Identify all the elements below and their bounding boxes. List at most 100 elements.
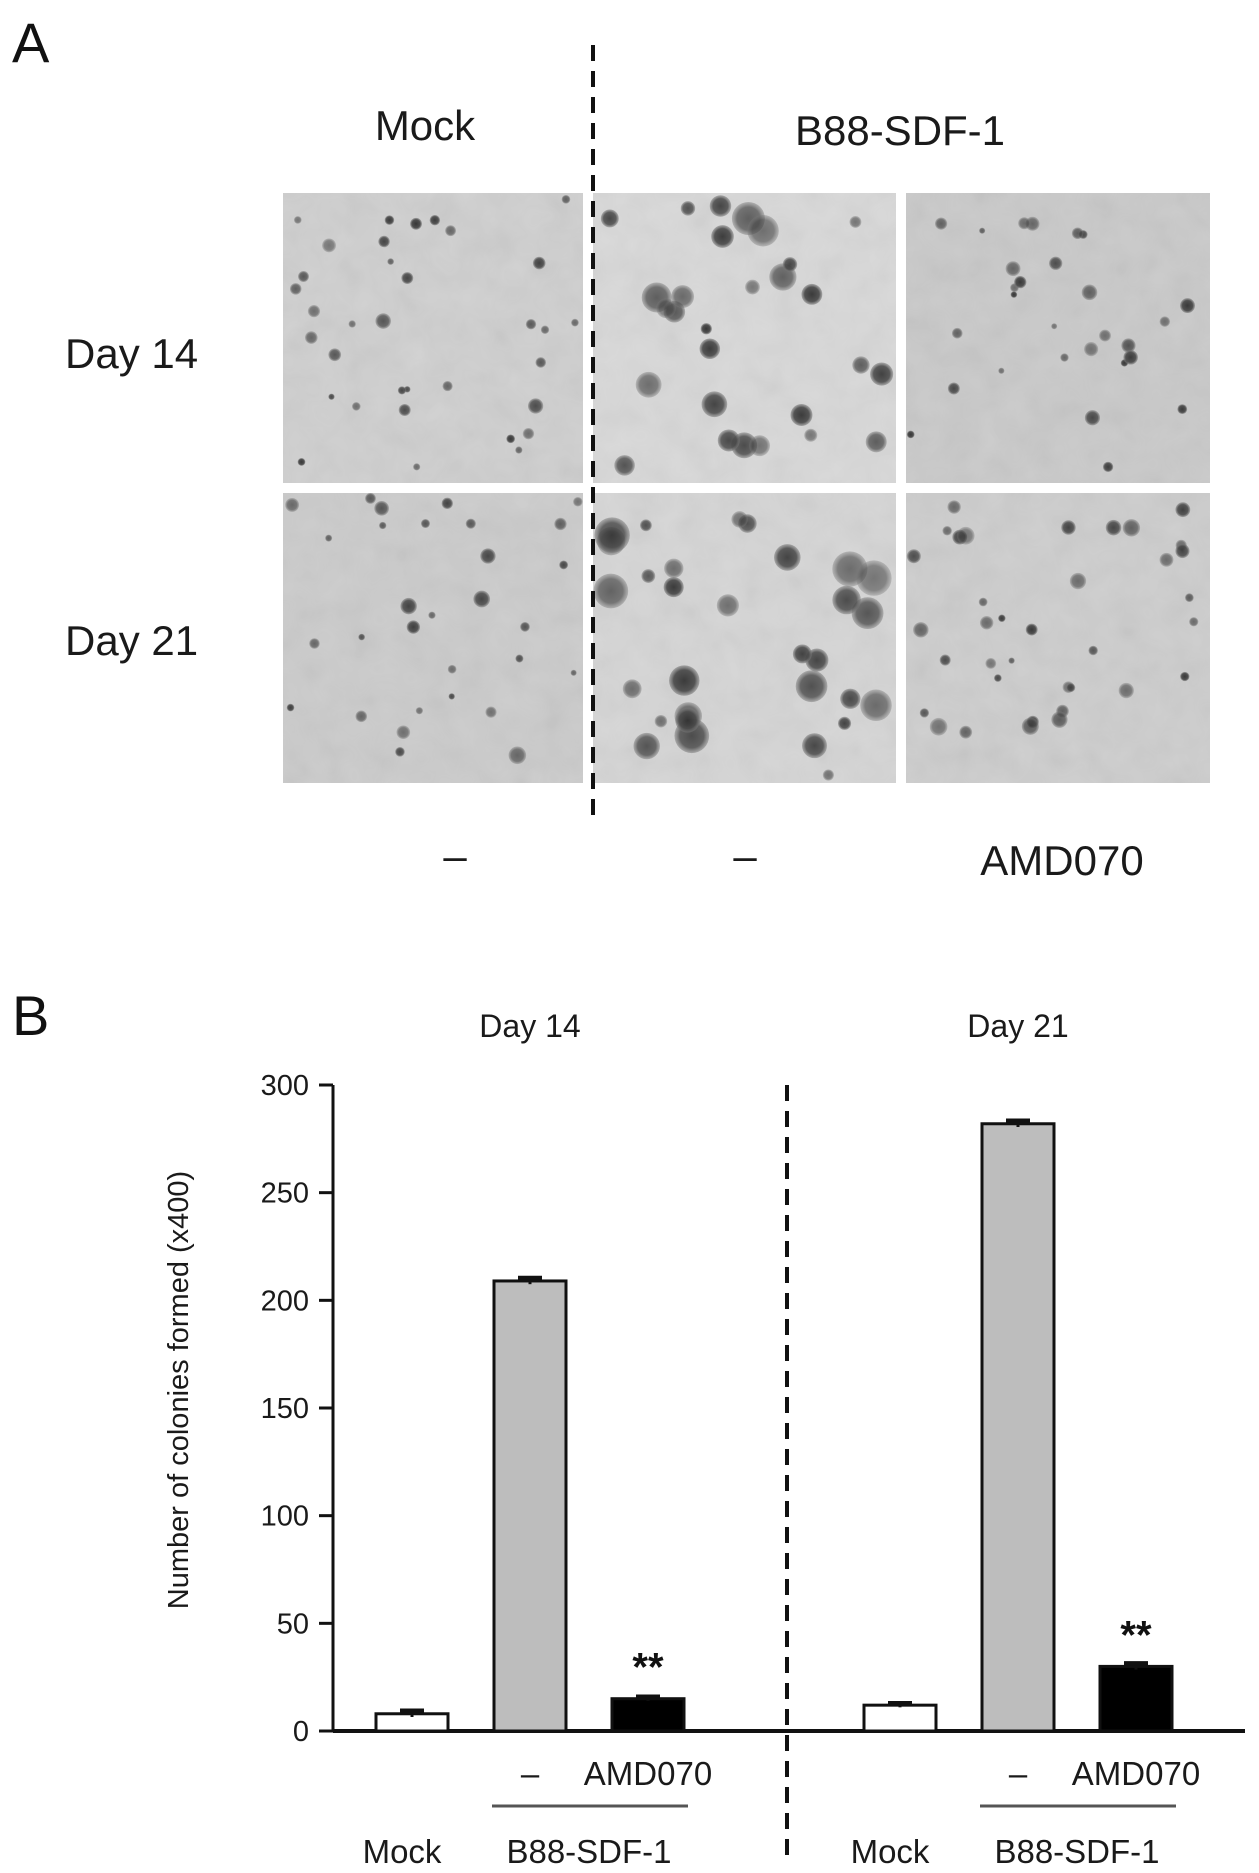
colony-dot — [428, 611, 436, 619]
y-tick-label: 300 — [261, 1070, 309, 1102]
colony-dot — [870, 362, 894, 386]
colony-dot — [865, 431, 887, 453]
colony-dot — [445, 225, 457, 237]
colony-dot — [838, 716, 852, 730]
colony-dot — [1180, 671, 1190, 682]
colony-dot — [378, 235, 390, 248]
colony-dot — [795, 670, 828, 703]
colony-dot — [522, 427, 535, 440]
y-tick-label: 50 — [277, 1608, 309, 1640]
colony-dot — [1122, 519, 1141, 537]
colony-dot — [298, 271, 309, 282]
colony-dot — [286, 703, 295, 712]
row-label-day-21: Day 21 — [65, 617, 198, 664]
colony-dot — [508, 746, 527, 765]
colony-dot — [1084, 410, 1101, 426]
colony-dot — [1084, 342, 1099, 357]
colony-dot — [664, 558, 684, 579]
colony-dot — [1005, 261, 1021, 277]
colony-dot — [747, 214, 779, 247]
colony-dot — [622, 679, 642, 699]
colony-dot — [979, 616, 994, 630]
colony-dot — [774, 544, 801, 571]
bar — [610, 1697, 686, 1733]
colony-dot — [947, 382, 960, 395]
colony-dot — [654, 714, 668, 728]
colony-dot — [554, 517, 567, 531]
colony-dot — [506, 434, 516, 444]
colony-dot — [840, 688, 861, 709]
colony-dot — [365, 493, 376, 504]
treatment-label-mock: – — [443, 832, 467, 879]
colony-dot — [1021, 717, 1039, 735]
colony-dot — [1025, 623, 1038, 636]
colony-dot — [1071, 227, 1084, 240]
colony-dot — [1180, 298, 1195, 314]
colony-dot — [640, 519, 652, 532]
colony-dot — [919, 708, 930, 718]
colony-dot — [656, 298, 676, 319]
colony-dot — [701, 391, 728, 418]
treatment-sub-label: – — [1009, 1755, 1028, 1792]
tile-gutter — [283, 483, 1210, 493]
colony-dot — [415, 707, 423, 715]
column-label-mock: Mock — [375, 102, 476, 149]
colony-dot — [849, 216, 862, 228]
y-tick-label: 100 — [261, 1501, 309, 1533]
colony-dot — [309, 638, 320, 649]
colony-dot — [956, 526, 975, 545]
colony-dot — [942, 525, 952, 536]
colony-dot — [1189, 617, 1199, 627]
colony-dot — [570, 669, 577, 676]
colony-dot — [527, 398, 544, 414]
colony-dot — [465, 518, 476, 529]
panel-a-letter: A — [12, 11, 50, 74]
colony-dot — [441, 497, 453, 509]
colony-dot — [374, 500, 389, 516]
treatment-sub-label: AMD070 — [1072, 1755, 1200, 1792]
colony-dot — [398, 403, 411, 416]
colony-dot — [328, 393, 335, 400]
bar — [862, 1703, 938, 1733]
colony-dot — [935, 217, 948, 230]
colony-dot — [413, 463, 421, 471]
colony-dot — [540, 325, 550, 334]
colony-dot — [717, 429, 740, 452]
colony-dot — [1069, 572, 1087, 590]
colony-dot — [594, 517, 630, 553]
colony-dot — [951, 327, 963, 339]
colony-dot — [307, 305, 321, 318]
colony-dot — [635, 371, 662, 398]
colony-dot — [716, 594, 739, 617]
colony-dot — [1175, 543, 1190, 559]
colony-dot — [358, 633, 365, 641]
colony-dot — [400, 597, 417, 615]
bar — [1098, 1664, 1174, 1733]
colony-dot — [641, 569, 656, 583]
colony-dot — [749, 435, 771, 457]
colony-dot — [532, 256, 546, 270]
colony-dot — [1088, 645, 1098, 656]
colony-dot — [355, 710, 368, 723]
colony-dot — [420, 519, 430, 529]
colony-dot — [1060, 353, 1069, 362]
colony-dot — [410, 217, 422, 230]
colony-dot — [1014, 275, 1027, 289]
colony-dot — [1051, 711, 1068, 728]
colony-dot — [947, 500, 961, 514]
colony-dot — [906, 549, 921, 564]
colony-dot — [384, 215, 395, 225]
colony-dot — [663, 577, 684, 598]
colony-dot — [325, 534, 333, 542]
colony-dot — [429, 214, 441, 226]
colony-dot — [998, 614, 1006, 622]
colony-dot — [442, 380, 453, 392]
colony-dot — [669, 665, 700, 696]
colony-dot — [633, 732, 660, 760]
colony-dot — [860, 689, 892, 722]
colony-dot — [559, 560, 569, 570]
y-axis-label: Number of colonies formed (x400) — [163, 1171, 195, 1609]
colony-dot — [671, 285, 695, 309]
colony-dot — [322, 238, 336, 253]
colony-dot — [856, 560, 892, 596]
